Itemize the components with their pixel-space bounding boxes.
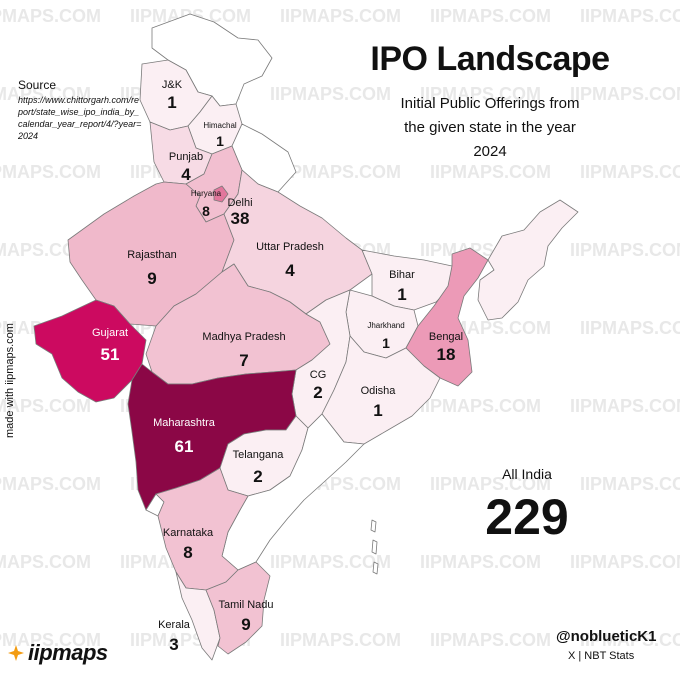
state-value-telangana: 2 [253,467,262,486]
logo: iipmaps [8,640,108,666]
state-value-bihar: 1 [397,285,406,304]
state-name-uttar-pradesh: Uttar Pradesh [256,241,324,253]
watermark-text: IIPMAPS.COM [420,396,541,416]
watermark-text: IIPMAPS.COM [280,6,401,26]
state-value-odisha: 1 [373,401,382,420]
state-value-bengal: 18 [437,345,456,364]
state-name-rajasthan: Rajasthan [127,249,177,261]
watermark-text: IIPMAPS.COM [570,552,680,572]
state-name-jharkhand: Jharkhand [367,321,404,330]
state-value-madhya-pradesh: 7 [239,351,248,370]
state-name-himachal: Himachal [203,121,237,130]
state-value-maharashtra: 61 [175,437,194,456]
region-delhi [213,185,229,203]
subtitle-line: the given state in the year [404,119,576,136]
watermark-text: IIPMAPS.COM [270,84,391,104]
logo-text: iipmaps [28,640,108,665]
watermark-text: IIPMAPS.COM [280,630,401,650]
state-value-rajasthan: 9 [147,269,156,288]
author-sub: X | NBT Stats [568,650,635,662]
region-tamil-nadu [205,561,271,655]
state-value-karnataka: 8 [183,543,192,562]
watermark-text: IIPMAPS.COM [270,552,391,572]
state-name-tamil-nadu: Tamil Nadu [218,599,273,611]
state-name-delhi: Delhi [227,197,252,209]
state-value-uttar-pradesh: 4 [285,261,295,280]
watermark-text: IIPMAPS.COM [0,474,101,494]
region-northeast [477,199,579,321]
watermark-text: IIPMAPS.COM [430,162,551,182]
state-value-haryana: 8 [202,203,210,219]
state-value-tamil-nadu: 9 [241,615,250,634]
state-value-kerala: 3 [169,635,178,654]
state-name-odisha: Odisha [361,385,397,397]
state-name-madhya-pradesh: Madhya Pradesh [202,331,285,343]
watermark-text: IIPMAPS.COM [0,84,91,104]
watermark-text: IIPMAPS.COM [420,84,541,104]
state-value-punjab: 4 [181,165,191,184]
watermark-text: IIPMAPS.COM [0,396,91,416]
watermark-text: IIPMAPS.COM [580,630,680,650]
watermark-text: IIPMAPS.COM [570,240,680,260]
total-label: All India [502,466,552,482]
watermark-text: IIPMAPS.COM [0,6,101,26]
subtitle-line: Initial Public Offerings from [400,95,580,112]
state-value-delhi: 38 [231,209,250,228]
total-value: 229 [485,489,569,545]
region-bengal [405,247,489,387]
page-title: IPO Landscape [370,40,610,78]
state-value-cg: 2 [313,383,322,402]
watermark-text: IIPMAPS.COM [420,552,541,572]
watermark-text: IIPMAPS.COM [280,162,401,182]
vertical-credit: made with iipmaps.com [4,323,16,438]
region-odisha [321,335,441,445]
source-link[interactable]: https://www.chittorgarh.com/report/state… [18,95,142,141]
state-value-jharkhand: 1 [382,335,390,351]
state-name-maharashtra: Maharashtra [153,417,216,429]
watermark-text: IIPMAPS.COM [430,6,551,26]
page-subtitle: Initial Public Offerings from the given … [360,92,620,164]
watermark-text: IIPMAPS.COM [430,630,551,650]
state-name-bengal: Bengal [429,331,463,343]
state-value-jk: 1 [167,93,176,112]
source-block: Source https://www.chittorgarh.com/repor… [18,78,143,142]
state-name-gujarat: Gujarat [92,327,128,339]
state-name-bihar: Bihar [389,269,415,281]
source-label: Source [18,78,57,92]
state-name-jk: J&K [162,79,183,91]
region-andaman [370,519,379,575]
watermark-text: IIPMAPS.COM [570,84,680,104]
state-name-punjab: Punjab [169,151,203,163]
watermark-text: IIPMAPS.COM [430,474,551,494]
state-name-haryana: Haryana [191,189,222,198]
watermark-text: IIPMAPS.COM [0,630,101,650]
author-handle: @noblueticK1 [556,628,657,645]
watermark-text: IIPMAPS.COM [0,162,101,182]
watermark-text: IIPMAPS.COM [0,552,91,572]
region-karnataka [155,467,249,591]
watermark-text: IIPMAPS.COM [580,162,680,182]
watermark-text: IIPMAPS.COM [580,6,680,26]
region-kerala [175,571,221,661]
state-value-gujarat: 51 [101,345,120,364]
watermark-text: IIPMAPS.COM [580,318,680,338]
state-name-karnataka: Karnataka [163,527,214,539]
subtitle-year: 2024 [473,143,507,160]
watermark-text: IIPMAPS.COM [570,396,680,416]
region-bihar [361,249,455,311]
watermark-text: IIPMAPS.COM [580,474,680,494]
sparkle-icon [8,645,24,661]
state-value-himachal: 1 [216,133,224,149]
state-name-cg: CG [310,369,327,381]
state-name-kerala: Kerala [158,619,191,631]
state-name-telangana: Telangana [233,449,285,461]
